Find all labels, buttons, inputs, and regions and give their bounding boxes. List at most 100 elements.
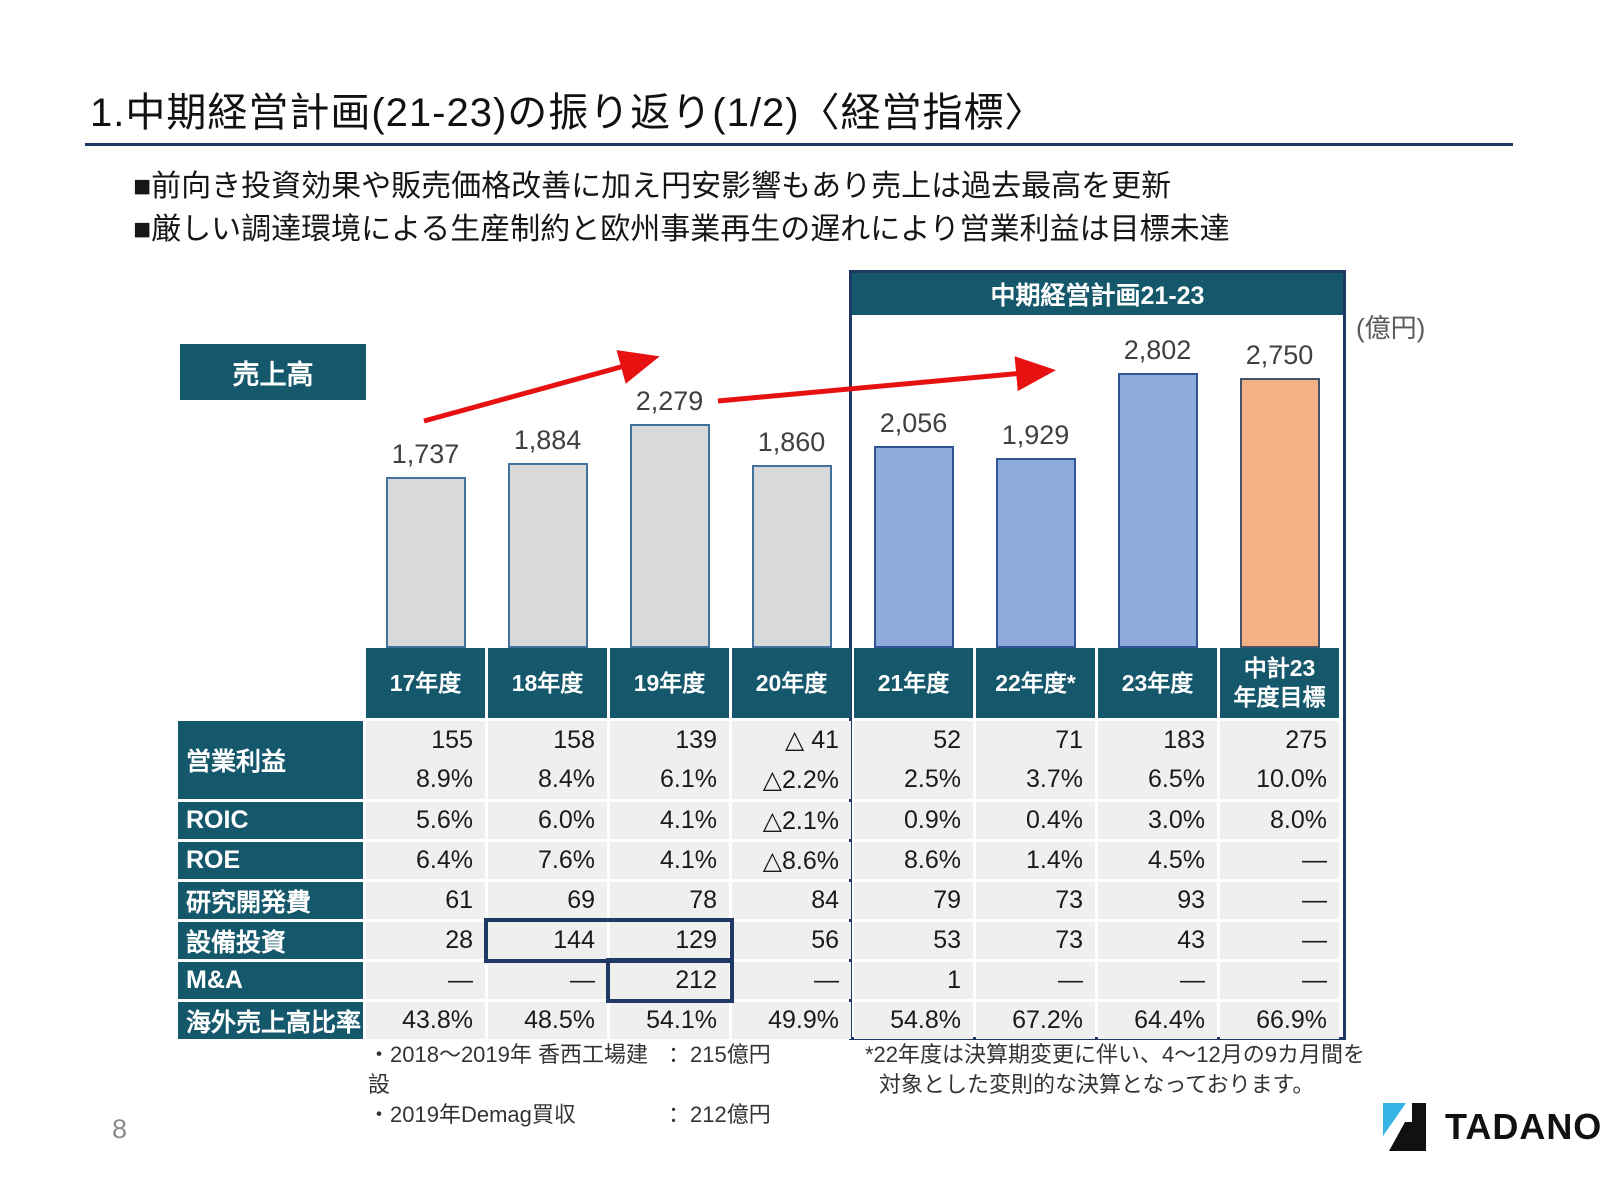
table-cell: 52 2.5% bbox=[854, 721, 973, 799]
table-cell: — bbox=[1220, 882, 1339, 919]
table-cell: 73 bbox=[976, 882, 1095, 919]
sales-bar-21年度 bbox=[873, 446, 954, 648]
table-cell: — bbox=[1220, 922, 1339, 959]
page-number: 8 bbox=[112, 1114, 128, 1144]
table-cell: — bbox=[1098, 962, 1217, 999]
table-cell: 158 8.4% bbox=[488, 721, 607, 799]
kpi-table: 17年度 18年度 19年度 20年度 21年度 22年度* 23年度 中計23 年度目標 営業… bbox=[178, 648, 1339, 1039]
sales-bar-18年度 bbox=[507, 463, 588, 648]
footnote-amount: ：215億円 bbox=[668, 1042, 771, 1067]
chart-unit-label: (億円) bbox=[1356, 313, 1426, 343]
table-cell: 53 bbox=[854, 922, 973, 959]
table-cell: 43.8% bbox=[366, 1002, 485, 1039]
footnote-fiscal-change: *22年度は決算期変更に伴い、4～12月の9カ月間を 対象とした変則的な決算とな… bbox=[865, 1040, 1365, 1100]
table-cell: — bbox=[1220, 962, 1339, 999]
row-label: ROE bbox=[178, 842, 363, 879]
table-cell: 64.4% bbox=[1098, 1002, 1217, 1039]
footnote-row: ・2018～2019年 香西工場建設 ：215億円 bbox=[368, 1040, 771, 1100]
table-cell: 275 10.0% bbox=[1220, 721, 1339, 799]
table-cell: 6.0% bbox=[488, 802, 607, 839]
table-cell: 48.5% bbox=[488, 1002, 607, 1039]
table-cell: 212 bbox=[610, 962, 729, 999]
table-cell: △2.1% bbox=[732, 802, 851, 839]
column-header: 18年度 bbox=[488, 648, 607, 718]
sales-bar-value: 1,860 bbox=[757, 427, 826, 457]
column-header: 17年度 bbox=[366, 648, 485, 718]
table-cell: 4.1% bbox=[610, 802, 729, 839]
table-cell: — bbox=[1220, 842, 1339, 879]
row-label: 設備投資 bbox=[178, 922, 363, 959]
sales-bar-value: 2,279 bbox=[635, 386, 704, 416]
table-cell: 84 bbox=[732, 882, 851, 919]
table-cell: 67.2% bbox=[976, 1002, 1095, 1039]
tadano-logo-icon bbox=[1383, 1103, 1426, 1151]
footnote-investments: ・2018～2019年 香西工場建設 ：215億円・2019年Demag買収 ：21… bbox=[368, 1040, 771, 1130]
highlight-box-mna bbox=[606, 958, 734, 1003]
table-cell: 93 bbox=[1098, 882, 1217, 919]
footnote-fiscal-line2: 対象とした変則的な決算となっております。 bbox=[879, 1072, 1315, 1097]
midterm-plan-box-title: 中期経営計画21-23 bbox=[852, 273, 1343, 315]
highlight-box-capex bbox=[484, 918, 734, 963]
table-corner bbox=[178, 648, 363, 718]
table-cell: 56 bbox=[732, 922, 851, 959]
table-cell: 69 bbox=[488, 882, 607, 919]
bullet-1: ■前向き投資効果や販売価格改善に加え円安影響もあり売上は過去最高を更新 bbox=[133, 170, 1172, 203]
table-cell: 71 3.7% bbox=[976, 721, 1095, 799]
table-cell: 49.9% bbox=[732, 1002, 851, 1039]
table-cell: 4.1% bbox=[610, 842, 729, 879]
table-cell: 43 bbox=[1098, 922, 1217, 959]
table-cell: 144 bbox=[488, 922, 607, 959]
table-cell: 8.0% bbox=[1220, 802, 1339, 839]
table-cell: 155 8.9% bbox=[366, 721, 485, 799]
table-cell: 5.6% bbox=[366, 802, 485, 839]
table-cell: 1 bbox=[854, 962, 973, 999]
tadano-logo-text: TADANO bbox=[1445, 1106, 1600, 1147]
table-cell: 4.5% bbox=[1098, 842, 1217, 879]
table-cell: 66.9% bbox=[1220, 1002, 1339, 1039]
sales-bar-20年度 bbox=[751, 465, 832, 648]
table-cell: 73 bbox=[976, 922, 1095, 959]
table-cell: — bbox=[488, 962, 607, 999]
table-cell: 1.4% bbox=[976, 842, 1095, 879]
table-cell: △8.6% bbox=[732, 842, 851, 879]
column-header: 22年度* bbox=[976, 648, 1095, 718]
table-cell: 54.1% bbox=[610, 1002, 729, 1039]
summary-bullets: ■前向き投資効果や販売価格改善に加え円安影響もあり売上は過去最高を更新 ■厳しい… bbox=[133, 165, 1230, 251]
row-label: M&A bbox=[178, 962, 363, 999]
bullet-2: ■厳しい調達環境による生産制約と欧州事業再生の遅れにより営業利益は目標未達 bbox=[133, 213, 1230, 246]
column-header: 19年度 bbox=[610, 648, 729, 718]
footnote-name: ・2019年Demag買収 bbox=[368, 1102, 576, 1127]
table-cell: 28 bbox=[366, 922, 485, 959]
sales-bar-value: 2,056 bbox=[879, 408, 948, 438]
title-underline bbox=[85, 143, 1513, 146]
row-label: 営業利益 bbox=[178, 721, 363, 799]
table-cell: 8.6% bbox=[854, 842, 973, 879]
sales-bar-中計23年度目標 bbox=[1239, 378, 1320, 648]
table-cell: 54.8% bbox=[854, 1002, 973, 1039]
table-cell: — bbox=[732, 962, 851, 999]
column-header: 中計23 年度目標 bbox=[1220, 648, 1339, 718]
table-cell: 61 bbox=[366, 882, 485, 919]
footnote-amount: ：212億円 bbox=[668, 1102, 771, 1127]
table-cell: — bbox=[366, 962, 485, 999]
row-label: 海外売上高比率 bbox=[178, 1002, 363, 1039]
column-header: 21年度 bbox=[854, 648, 973, 718]
footnote-name: ・2018～2019年 香西工場建設 bbox=[368, 1042, 648, 1097]
footnote-row: ・2019年Demag買収 ：212億円 bbox=[368, 1100, 771, 1130]
table-cell: △ 41 △2.2% bbox=[732, 721, 851, 799]
table-cell: 129 bbox=[610, 922, 729, 959]
sales-bar-value: 1,929 bbox=[1001, 420, 1070, 450]
sales-chart-title: 売上高 bbox=[180, 344, 366, 400]
table-cell: 7.6% bbox=[488, 842, 607, 879]
row-label: ROIC bbox=[178, 802, 363, 839]
page-title: 1.中期経営計画(21-23)の振り返り(1/2)〈経営指標〉 bbox=[90, 91, 1046, 135]
sales-bar-value: 2,802 bbox=[1123, 335, 1192, 365]
sales-bar-17年度 bbox=[385, 477, 466, 648]
table-cell: 78 bbox=[610, 882, 729, 919]
company-logo: TADANO bbox=[1383, 1102, 1600, 1152]
sales-bar-value: 1,737 bbox=[391, 439, 460, 469]
sales-bar-23年度 bbox=[1117, 373, 1198, 648]
sales-bar-value: 1,884 bbox=[513, 425, 582, 455]
column-header: 23年度 bbox=[1098, 648, 1217, 718]
